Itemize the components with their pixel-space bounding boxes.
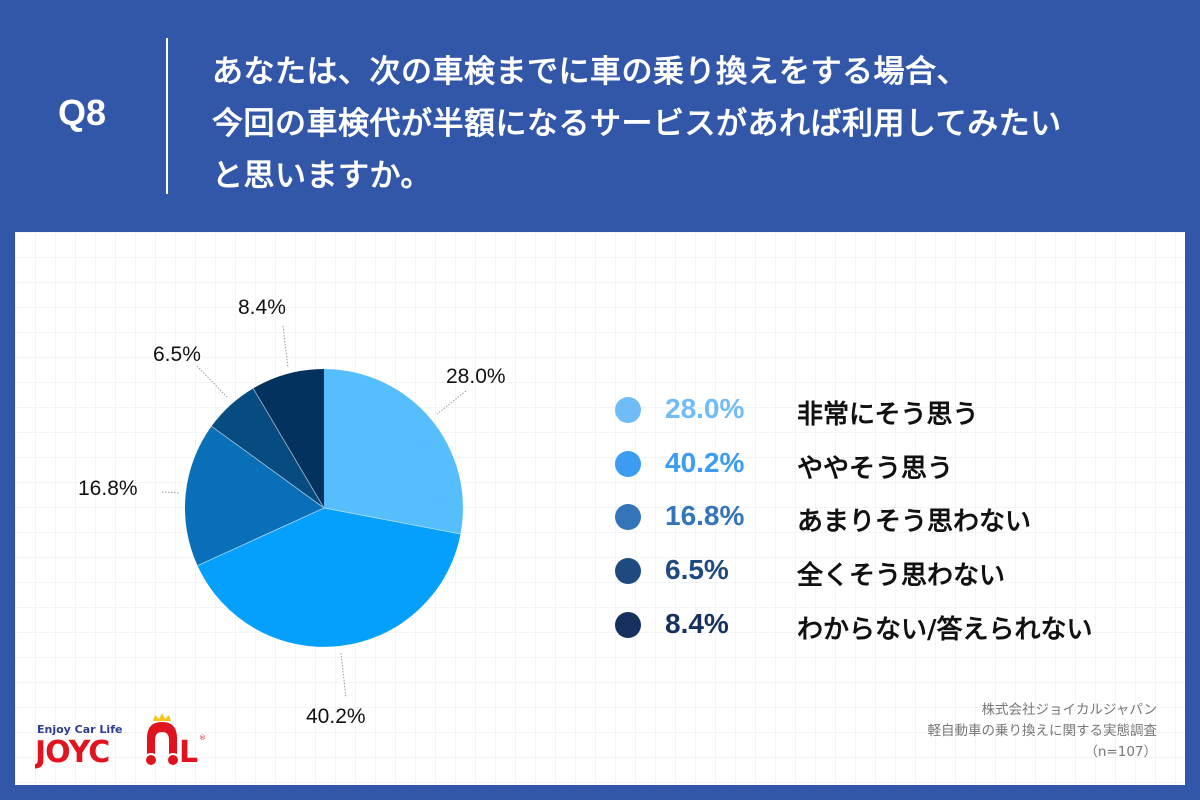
source-sample-size: （n=107） (1084, 744, 1157, 760)
legend-label: ややそう思う (797, 454, 954, 484)
svg-text:L: L (179, 735, 198, 770)
pie-label-not-at-all: 6.5% (153, 343, 201, 366)
legend-label: 全くそう思わない (797, 561, 1006, 591)
question-line: あなたは、次の車検までに車の乗り換えをする場合、 (212, 54, 968, 90)
crown-icon (153, 713, 171, 721)
pie-slice-dont-know (253, 369, 324, 508)
legend-pct: 6.5% (665, 554, 729, 585)
legend-dot-icon (615, 397, 641, 423)
logo-brand: JOYC (35, 735, 109, 770)
question-number: Q8 (58, 92, 107, 133)
legend-pct: 16.8% (665, 500, 745, 531)
joycal-logo: Enjoy Car Life JOYC L ® (35, 713, 205, 770)
pie-slice-very-much (324, 369, 463, 534)
header: Q8 あなたは、次の車検までに車の乗り換えをする場合、 今回の車検代が半額になる… (0, 0, 1200, 232)
pie-slice-not-at-all (211, 388, 324, 508)
legend-pct: 40.2% (665, 447, 745, 478)
legend-pct: 8.4% (665, 608, 729, 639)
leader-line-8-4 (282, 325, 289, 369)
pie-label-not-much: 16.8% (78, 477, 138, 500)
pie-label-somewhat: 40.2% (306, 705, 366, 728)
pie-label-very-much: 28.0% (446, 365, 506, 388)
chart-card: 8.4% 6.5% 28.0% 16.8% 40.2% 28.0% 非常にそう思… (15, 232, 1185, 785)
logo-tagline: Enjoy Car Life (37, 723, 122, 736)
source-survey: 軽自動車の乗り換えに関する実態調査 (927, 723, 1158, 739)
legend-label: わからない/答えられない (797, 615, 1093, 645)
header-divider (166, 38, 168, 194)
question-line: 今回の車検代が半額になるサービスがあれば利用してみたい (212, 106, 1062, 142)
svg-text:®: ® (199, 734, 205, 742)
pie-slice-somewhat (197, 508, 461, 647)
leader-line-28-0 (436, 390, 467, 415)
legend-dot-icon (615, 451, 641, 477)
leader-line-6-5 (196, 365, 229, 399)
legend-pct: 28.0% (665, 393, 745, 424)
question-line: と思いますか。 (212, 158, 432, 194)
legend-label: 非常にそう思う (797, 400, 979, 430)
leader-line-16-8 (161, 491, 181, 494)
legend-label: あまりそう思わない (797, 507, 1032, 537)
pie-label-dont-know: 8.4% (238, 296, 286, 319)
leader-line-40-2 (340, 652, 347, 699)
source-company: 株式会社ジョイカルジャパン (981, 702, 1158, 718)
legend-dot-icon (615, 558, 641, 584)
pie-slice-not-much (184, 426, 324, 566)
question-text: あなたは、次の車検までに車の乗り換えをする場合、 今回の車検代が半額になるサービ… (212, 46, 1182, 202)
pie-chart (161, 325, 467, 699)
legend-dot-icon (615, 504, 641, 530)
source-note: 株式会社ジョイカルジャパン 軽自動車の乗り換えに関する実態調査 （n=107） (928, 700, 1158, 763)
legend-dot-icon (615, 612, 641, 638)
